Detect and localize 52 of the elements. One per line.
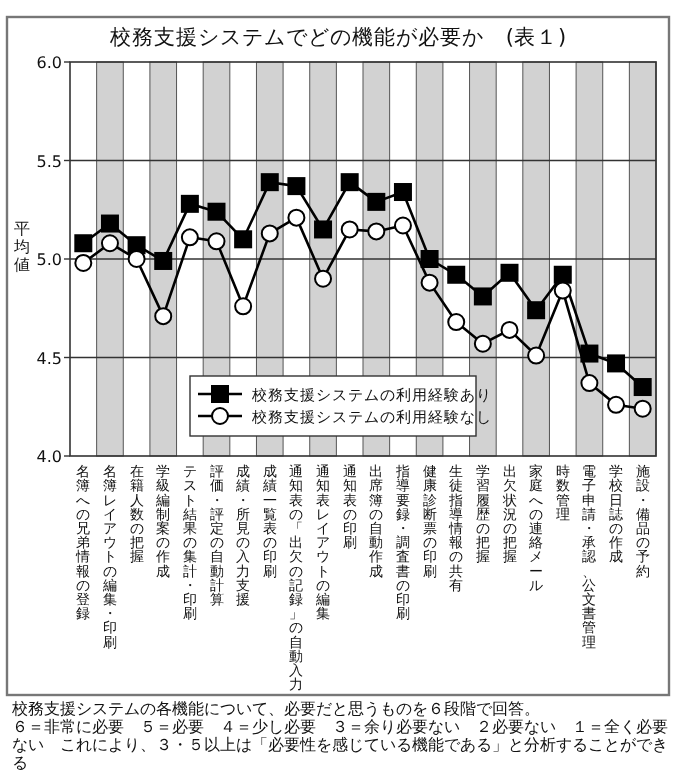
point xyxy=(447,313,466,332)
point xyxy=(607,395,626,414)
point xyxy=(553,281,572,300)
point xyxy=(100,234,119,253)
y-tick-label: 4.5 xyxy=(36,349,62,368)
point xyxy=(473,287,492,306)
point xyxy=(287,177,306,196)
y-tick-label: 6.0 xyxy=(36,54,62,72)
point xyxy=(420,273,439,292)
point xyxy=(74,253,93,272)
point xyxy=(180,228,199,247)
chart-title: 校務支援システムでどの機能が必要か (表１) xyxy=(107,24,567,50)
point xyxy=(127,250,146,268)
y-tick-label: 5.0 xyxy=(36,251,62,269)
point xyxy=(100,214,119,233)
point xyxy=(633,378,652,397)
point xyxy=(580,344,599,363)
point xyxy=(154,251,173,270)
point xyxy=(633,399,652,418)
point xyxy=(580,374,599,393)
point xyxy=(553,265,572,284)
point xyxy=(607,354,626,373)
point xyxy=(447,265,466,284)
point xyxy=(367,192,386,211)
point xyxy=(340,173,359,192)
point xyxy=(74,234,93,253)
point xyxy=(260,173,279,192)
point xyxy=(340,220,359,239)
point xyxy=(527,301,546,320)
text: 校務支援システムの各機能について、必要だと思うものを６段階で回答。 xyxy=(12,700,542,718)
point xyxy=(207,202,226,221)
text: ６＝非常に必要 ５＝必要 ４＝少し必要 ３＝余り必要ない ２必要ない １＝全く必要ない これにより、３・５以上は「必要性を感じている機能である」と分析することができる xyxy=(12,718,670,772)
point xyxy=(154,307,173,326)
y-tick-label: 4.0 xyxy=(36,448,62,466)
point xyxy=(367,222,386,241)
point xyxy=(260,224,279,243)
point xyxy=(234,230,253,249)
point xyxy=(393,216,412,235)
y-tick-label: 5.5 xyxy=(36,152,62,171)
point xyxy=(180,194,199,213)
point xyxy=(500,263,519,282)
point xyxy=(207,232,226,251)
point xyxy=(473,334,492,353)
point xyxy=(420,250,439,268)
point xyxy=(314,269,333,288)
y-axis-title: 平均値 xyxy=(12,220,30,274)
point xyxy=(314,220,333,239)
point xyxy=(500,320,519,339)
point xyxy=(287,208,306,227)
point xyxy=(393,183,412,202)
point xyxy=(234,297,253,316)
point xyxy=(527,346,546,365)
